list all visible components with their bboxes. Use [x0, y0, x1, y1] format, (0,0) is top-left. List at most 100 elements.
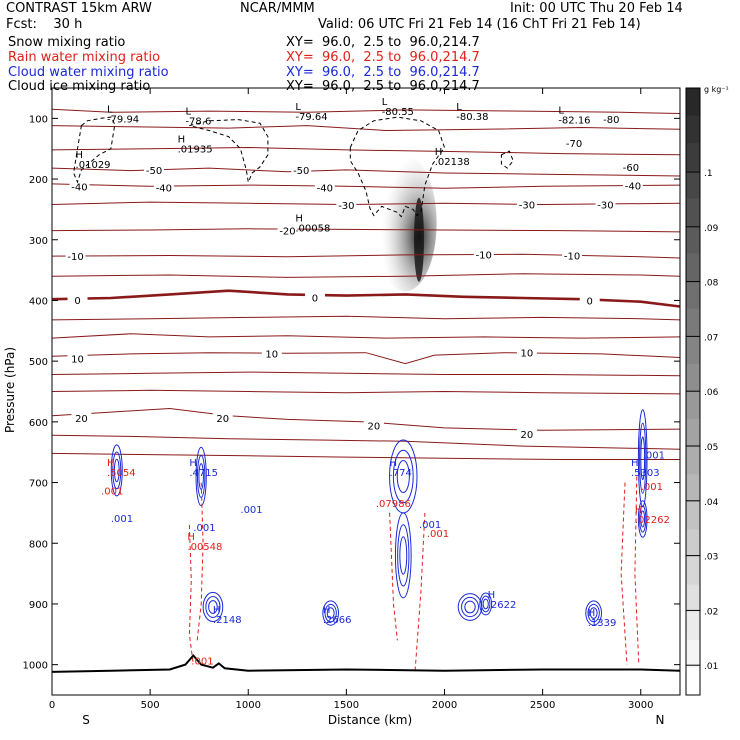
extremum-kind: H	[588, 608, 596, 619]
field-snow-xy: XY= 96.0, 2.5 to 96.0,214.7	[286, 35, 480, 50]
extremum-kind: H	[187, 532, 195, 543]
cloud-water-contour	[639, 505, 647, 533]
colorbar-swatch	[686, 474, 700, 503]
isotherm-line	[52, 452, 680, 460]
y-tick-label: 100	[29, 114, 48, 125]
extremum-value: .5054	[107, 468, 136, 479]
extremum-value: -80.55	[382, 107, 414, 118]
cloud-water-contour	[397, 524, 410, 587]
isotherm-line	[52, 201, 680, 206]
x-tick-label: 0	[49, 700, 55, 711]
isotherm-line	[52, 333, 680, 339]
field-rain-xy: XY= 96.0, 2.5 to 96.0,214.7	[286, 50, 480, 65]
colorbar-label: .09	[704, 224, 719, 234]
extremum-value: .02138	[435, 157, 470, 168]
extremum-kind: H	[323, 605, 331, 616]
rain-label: .001	[101, 487, 123, 498]
x-tick-label: 1000	[236, 700, 261, 711]
cloud-water-contour	[637, 409, 648, 508]
isotherm-label-bg	[516, 346, 537, 358]
x-tick-label: 1500	[334, 700, 359, 711]
isotherm-label: -80	[603, 115, 619, 126]
extremum-kind: H	[635, 505, 643, 516]
cloud-water-label: .001	[111, 514, 133, 525]
colorbar-swatch	[686, 501, 700, 530]
cloud-ice-peak	[413, 197, 424, 282]
isotherm-label-bg	[277, 224, 298, 236]
isotherm-label-bg	[69, 180, 90, 192]
extremum-kind: L	[295, 102, 301, 113]
isotherm-label: 20	[75, 414, 88, 425]
isotherm-line	[52, 389, 680, 395]
isotherm-label: -40	[625, 182, 641, 193]
colorbar-swatch	[686, 419, 700, 448]
cloud-water-contour	[637, 500, 648, 538]
cloud-water-label: .001	[193, 523, 215, 534]
extremum-kind: H	[107, 458, 115, 469]
x-tick-label: 2500	[530, 700, 555, 711]
cloud-water-contour	[587, 603, 600, 623]
isotherm-label-bg	[579, 294, 600, 306]
colorbar-swatch	[686, 667, 700, 696]
extremum-kind: H	[435, 147, 443, 158]
extremum-kind: H	[631, 458, 639, 469]
extremum-kind: H	[295, 214, 303, 225]
y-tick-label: 400	[29, 296, 48, 307]
colorbar-unit: g kg⁻¹	[704, 85, 729, 94]
colorbar-label: .06	[704, 388, 719, 398]
cloud-water-contour	[399, 536, 408, 575]
valid-time: Valid: 06 UTC Fri 21 Feb 14 (16 ChT Fri …	[318, 17, 641, 32]
isotherm-label: -10	[564, 252, 580, 263]
isotherm-label-bg	[473, 248, 494, 260]
isotherm-label: -30	[597, 201, 613, 212]
cloud-water-contour	[202, 591, 224, 623]
field-cloudwater-name: Cloud water mixing ratio	[8, 65, 169, 80]
isotherm-label-bg	[620, 160, 641, 172]
colorbar-swatch	[686, 143, 700, 172]
isotherm-label-bg	[314, 181, 335, 193]
colorbar-label: .08	[704, 279, 719, 289]
extremum-kind: H	[390, 458, 398, 469]
snow-contour	[500, 150, 514, 169]
field-snow-name: Snow mixing ratio	[8, 35, 126, 50]
isotherm-line	[52, 352, 680, 365]
extremum-value: .00548	[187, 542, 222, 553]
rain-column	[414, 512, 426, 671]
rain-column	[634, 476, 640, 665]
rain-column	[620, 482, 628, 665]
colorbar-label: .02	[704, 607, 718, 617]
isotherm-line	[52, 253, 680, 259]
colorbar-swatch	[686, 308, 700, 337]
isotherm-label: 0	[587, 296, 593, 307]
y-tick-label: 900	[29, 600, 48, 611]
x-tick-label: 2000	[432, 700, 457, 711]
isotherm-line	[52, 407, 680, 431]
y-tick-label: 500	[29, 357, 48, 368]
field-cloudice-name: Cloud ice mixing ratio	[8, 79, 151, 94]
isotherm-line	[52, 371, 680, 377]
cloud-water-contour	[639, 422, 647, 494]
isotherm-line	[52, 146, 680, 156]
isotherm-label-bg	[601, 112, 622, 124]
isotherm-label: 10	[265, 349, 278, 360]
isotherm-label-bg	[67, 293, 88, 305]
extremum-kind: H	[189, 458, 197, 469]
terrain-line	[52, 653, 680, 673]
cloud-water-contour	[198, 463, 204, 490]
field-cloudwater-xy: XY= 96.0, 2.5 to 96.0,214.7	[286, 65, 480, 80]
isotherm-label: -40	[71, 182, 87, 193]
colorbar-swatch	[686, 115, 700, 144]
y-tick-label: 200	[29, 175, 48, 186]
cloud-water-label: .001	[240, 505, 262, 516]
isotherm-label: 20	[216, 414, 229, 425]
field-cloudice-xy: XY= 96.0, 2.5 to 96.0,214.7	[286, 79, 480, 94]
rain-column	[196, 482, 204, 641]
extremum-value: .00058	[295, 224, 330, 235]
extremum-value: .02262	[635, 515, 670, 526]
colorbar-label: .04	[704, 498, 719, 508]
colorbar-label: .05	[704, 443, 718, 453]
colorbar-swatch	[686, 225, 700, 255]
field-rain-name: Rain water mixing ratio	[8, 50, 161, 65]
isotherm-line	[52, 228, 680, 233]
cloud-water-contour	[640, 436, 646, 481]
